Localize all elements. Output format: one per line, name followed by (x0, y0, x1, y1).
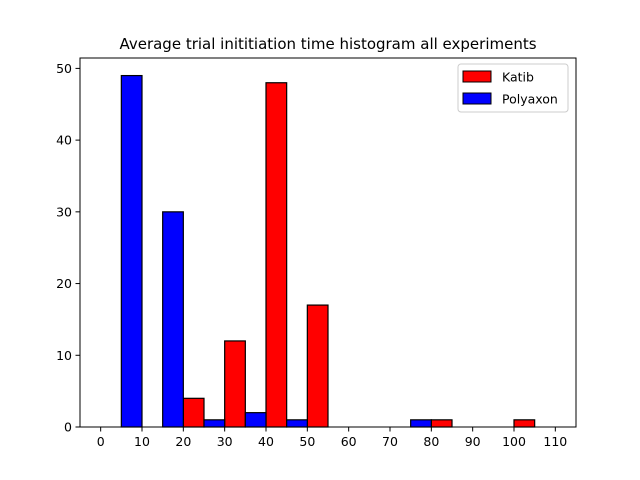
x-tick-label: 110 (543, 434, 567, 449)
legend-swatch-katib (462, 70, 492, 83)
bar-katib-40-50 (265, 82, 288, 428)
bar-polyaxon-20-30 (203, 419, 226, 428)
x-tick-label: 80 (423, 434, 439, 449)
y-tick-label: 0 (64, 420, 72, 435)
axes-layer: 0 10 20 30 40 50 60 70 80 90 100 110 0 10 20 30 40 50 (56, 57, 577, 449)
y-tick-label: 20 (56, 276, 72, 291)
y-tick-label: 40 (56, 133, 72, 148)
legend: Katib Polyaxon (457, 63, 569, 113)
x-tick-label: 70 (382, 434, 398, 449)
x-tick-label: 90 (465, 434, 481, 449)
x-tick-label: 30 (217, 434, 233, 449)
x-tick-label: 40 (258, 434, 274, 449)
x-tick-label: 10 (134, 434, 150, 449)
bar-polyaxon-30-40 (244, 412, 267, 428)
x-tick-label: 0 (97, 434, 105, 449)
bar-polyaxon-0-10 (120, 74, 143, 428)
x-tick-label: 20 (175, 434, 191, 449)
bar-katib-100-110 (513, 419, 536, 428)
bar-katib-20-30 (182, 397, 205, 428)
y-tick-label: 50 (56, 61, 72, 76)
bar-polyaxon-40-50 (286, 419, 308, 428)
plot-frame (79, 57, 577, 428)
legend-label-katib: Katib (502, 70, 534, 85)
x-tick-label: 60 (341, 434, 357, 449)
bar-polyaxon-70-80 (410, 419, 432, 428)
y-tick-label: 10 (56, 348, 72, 363)
chart-title: Average trial inititiation time histogra… (119, 35, 536, 53)
bar-katib-30-40 (224, 340, 246, 428)
x-tick-label: 100 (502, 434, 526, 449)
x-tick-label: 50 (299, 434, 315, 449)
y-tick-label: 30 (56, 204, 72, 219)
bars-layer (120, 74, 536, 428)
bar-katib-50-60 (306, 304, 329, 428)
bar-polyaxon-10-20 (162, 211, 184, 428)
legend-swatch-polyaxon (462, 92, 492, 105)
bar-katib-80-90 (430, 419, 453, 428)
legend-label-polyaxon: Polyaxon (502, 92, 558, 107)
